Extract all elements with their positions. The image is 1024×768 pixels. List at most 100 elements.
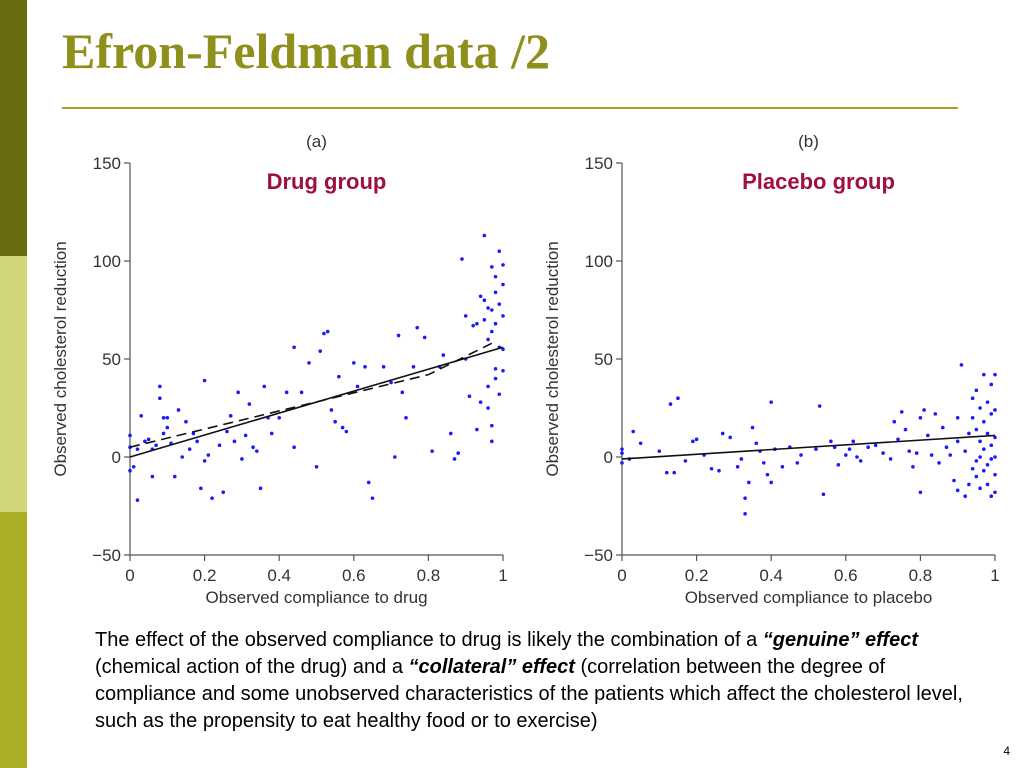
data-point	[139, 414, 143, 418]
data-point	[493, 290, 498, 295]
data-point	[937, 461, 941, 465]
data-point	[165, 425, 170, 430]
data-point	[978, 455, 982, 459]
data-point	[799, 453, 803, 457]
explanatory-paragraph: The effect of the observed compliance to…	[95, 627, 985, 735]
data-point	[490, 423, 494, 428]
data-point	[978, 406, 982, 410]
data-point	[333, 419, 337, 424]
data-point	[318, 349, 323, 353]
data-point	[370, 496, 375, 500]
data-point	[161, 431, 166, 436]
data-point	[929, 453, 934, 457]
data-point	[993, 455, 997, 459]
x-tick-label: 0.4	[267, 566, 291, 585]
panel-label: (a)	[306, 132, 327, 151]
data-point	[501, 263, 505, 267]
data-point	[974, 388, 979, 393]
paragraph-text-1: The effect of the observed compliance to…	[95, 629, 763, 651]
data-point	[955, 416, 960, 420]
data-point	[490, 329, 494, 334]
data-point	[743, 496, 747, 500]
data-point	[158, 396, 162, 401]
data-point	[352, 361, 356, 365]
x-tick-label: 0.8	[417, 566, 441, 585]
data-point	[866, 445, 870, 450]
data-point	[985, 463, 990, 467]
data-point	[993, 472, 997, 477]
solid-fit-line	[621, 434, 996, 460]
data-point	[959, 363, 964, 367]
data-point	[206, 453, 211, 457]
data-point	[493, 376, 498, 381]
data-point	[717, 468, 721, 473]
data-point	[765, 472, 770, 477]
data-point	[989, 443, 994, 448]
x-tick-label: 0.8	[909, 566, 933, 585]
data-point	[131, 465, 136, 469]
data-point	[128, 433, 132, 438]
data-point	[638, 441, 643, 446]
data-point	[903, 427, 908, 432]
data-point	[404, 416, 408, 420]
x-tick-label: 0.4	[759, 566, 783, 585]
data-point	[978, 486, 982, 491]
data-point	[672, 470, 677, 475]
data-point	[355, 384, 360, 389]
data-point	[292, 345, 296, 350]
data-point	[735, 465, 740, 469]
data-point	[422, 335, 427, 340]
data-point	[143, 439, 147, 444]
data-point	[236, 390, 240, 395]
data-point	[262, 384, 267, 389]
data-point	[501, 282, 505, 287]
data-point	[691, 439, 695, 444]
data-point	[728, 435, 732, 440]
data-point	[620, 461, 624, 465]
data-point	[441, 353, 446, 357]
data-point	[620, 451, 624, 455]
y-tick-label: 100	[93, 252, 121, 271]
left-accent-bar-top	[0, 0, 27, 256]
data-point	[821, 492, 826, 497]
data-point	[478, 294, 483, 299]
data-point	[329, 408, 334, 412]
data-point	[482, 233, 487, 238]
y-tick-label: 0	[112, 448, 121, 467]
data-point	[709, 466, 714, 471]
x-tick-label: 0.2	[685, 566, 709, 585]
data-point	[337, 374, 341, 379]
data-point	[922, 408, 926, 412]
data-point	[739, 457, 744, 461]
data-point	[475, 427, 479, 432]
data-point	[497, 249, 502, 253]
data-point	[199, 486, 203, 491]
data-point	[982, 372, 986, 377]
x-tick-label: 0.6	[834, 566, 858, 585]
data-point	[486, 337, 490, 342]
x-axis-label: Observed compliance to placebo	[685, 588, 933, 607]
data-point	[251, 445, 255, 450]
data-point	[228, 414, 233, 418]
data-point	[240, 457, 244, 461]
data-point	[184, 419, 188, 424]
y-tick-label: −50	[584, 546, 613, 565]
data-point	[471, 323, 475, 328]
data-point	[258, 486, 263, 491]
data-point	[363, 365, 367, 369]
data-point	[955, 439, 960, 444]
data-point	[933, 412, 938, 416]
data-point	[985, 400, 990, 404]
data-point	[676, 396, 680, 401]
data-point	[907, 449, 912, 453]
data-point	[314, 465, 319, 469]
data-point	[970, 466, 975, 471]
data-point	[486, 406, 490, 410]
solid-fit-line	[129, 346, 504, 458]
data-point	[985, 431, 990, 436]
data-point	[993, 408, 997, 412]
data-point	[896, 437, 900, 442]
left-accent-bar-middle	[0, 256, 27, 512]
